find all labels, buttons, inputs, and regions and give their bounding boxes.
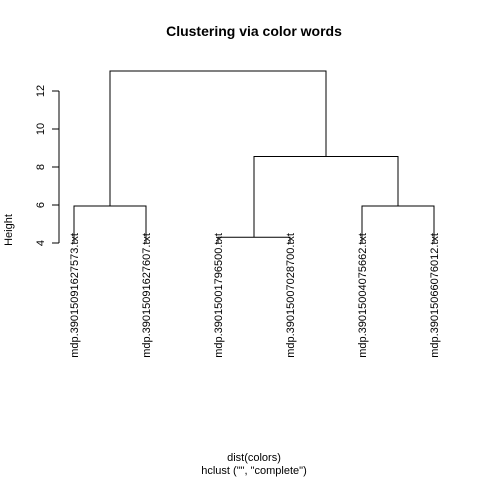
x-axis-sublabel: hclust ("", "complete") xyxy=(201,465,306,477)
dendrogram-merge xyxy=(361,205,435,243)
leaf-label: mdp.39015001796500.txt xyxy=(213,233,225,358)
y-axis-label: Height xyxy=(3,214,15,246)
y-tick-label: 6 xyxy=(35,202,47,208)
dendrogram-merge xyxy=(109,70,327,206)
y-tick-label: 8 xyxy=(35,164,47,170)
y-tick-label: 12 xyxy=(35,85,47,97)
leaf-label: mdp.39015066076012.txt xyxy=(429,233,441,358)
y-tick-label: 10 xyxy=(35,123,47,135)
chart-title: Clustering via color words xyxy=(166,23,342,39)
y-axis: 4 6 8 10 12 xyxy=(35,85,60,246)
dendrogram-merge xyxy=(217,236,291,243)
leaf-label: mdp.39015091627573.txt xyxy=(69,233,81,358)
y-tick-label: 4 xyxy=(35,240,47,246)
dendrogram-links xyxy=(73,70,435,243)
leaf-label: mdp.39015004075662.txt xyxy=(357,233,369,358)
leaf-label: mdp.39015007028700.txt xyxy=(285,233,297,358)
leaf-label: mdp.39015091627607.txt xyxy=(141,233,153,358)
dendrogram-merge xyxy=(253,156,399,238)
x-axis-label: dist(colors) xyxy=(227,452,281,464)
dendrogram-merge xyxy=(73,205,147,243)
leaf-labels: mdp.39015091627573.txt mdp.39015091627607… xyxy=(69,233,441,358)
